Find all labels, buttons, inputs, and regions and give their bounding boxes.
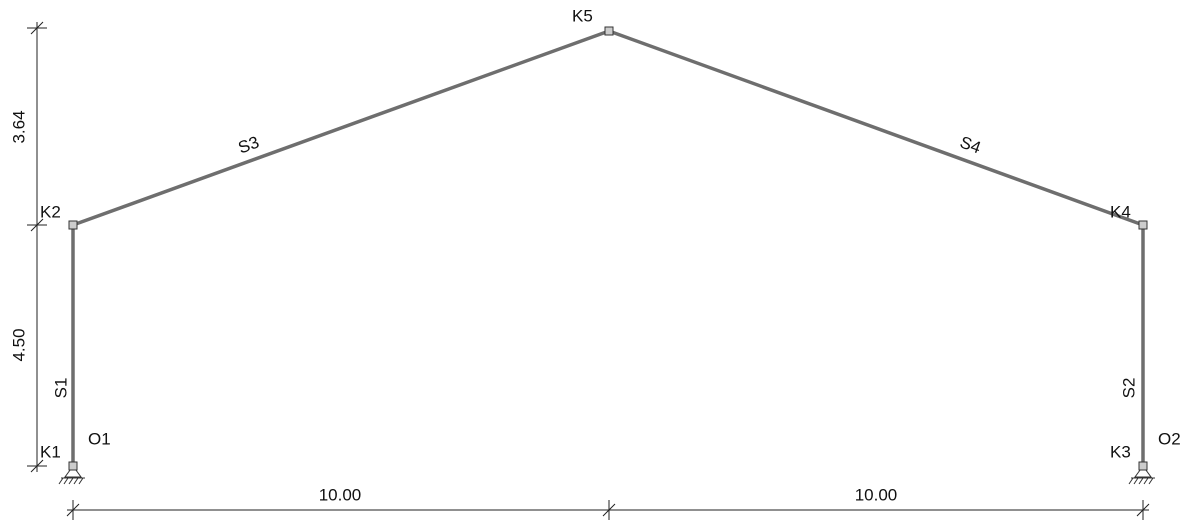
- vertical-dimension: [27, 21, 47, 473]
- node: [604, 26, 614, 36]
- member-label: S3: [236, 133, 262, 158]
- support-symbols: [58, 465, 1155, 485]
- pinned-support: [58, 465, 85, 485]
- nodes: [68, 26, 1148, 471]
- dimension-label: 10.00: [855, 485, 898, 504]
- member-label: S4: [957, 133, 983, 158]
- node: [68, 461, 78, 471]
- node: [1138, 220, 1148, 230]
- support-label: O1: [88, 429, 111, 448]
- node: [68, 220, 78, 230]
- node-label: K3: [1110, 442, 1131, 461]
- dimension-lines: [27, 21, 1150, 520]
- member-label: S2: [1119, 378, 1138, 399]
- member-label: S1: [51, 378, 70, 399]
- node-label: K1: [40, 442, 61, 461]
- pinned-support: [1128, 465, 1155, 485]
- node-label: K4: [1110, 202, 1131, 221]
- node-label: K2: [40, 202, 61, 221]
- dimension-label: 10.00: [319, 485, 362, 504]
- member-line: [72, 29, 610, 227]
- dimension-label: 3.64: [9, 110, 28, 143]
- support-label: O2: [1158, 429, 1181, 448]
- node-label: K5: [572, 6, 593, 25]
- node: [1138, 461, 1148, 471]
- members: [71, 29, 1145, 466]
- dimension-label: 4.50: [9, 328, 28, 361]
- member-line: [608, 29, 1144, 227]
- horizontal-dimension: [66, 500, 1150, 520]
